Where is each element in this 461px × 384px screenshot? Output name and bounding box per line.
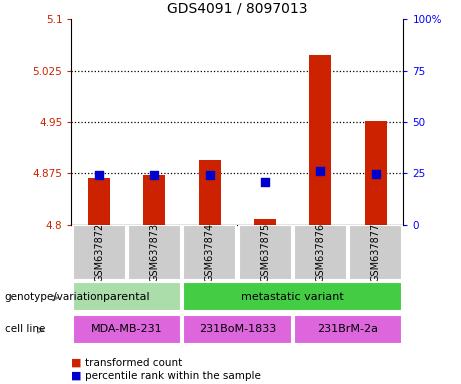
Text: GSM637877: GSM637877 [371, 223, 381, 282]
Text: genotype/variation: genotype/variation [5, 292, 104, 302]
Bar [183, 225, 236, 280]
Bar [309, 55, 331, 225]
Text: ■: ■ [71, 358, 82, 368]
Bar [294, 314, 402, 344]
Point [206, 172, 213, 179]
Text: metastatic variant: metastatic variant [242, 291, 344, 302]
Text: GSM637872: GSM637872 [94, 223, 104, 282]
Text: parental: parental [103, 291, 150, 302]
Title: GDS4091 / 8097013: GDS4091 / 8097013 [167, 1, 307, 15]
Point [317, 168, 324, 174]
Text: 231BrM-2a: 231BrM-2a [318, 324, 378, 334]
Bar [72, 225, 126, 280]
Text: GSM637874: GSM637874 [205, 223, 215, 282]
Bar [72, 282, 181, 311]
Text: transformed count: transformed count [85, 358, 183, 368]
Text: 231BoM-1833: 231BoM-1833 [199, 324, 276, 334]
Bar [254, 219, 276, 225]
Text: ■: ■ [71, 371, 82, 381]
Point [261, 179, 269, 185]
Text: percentile rank within the sample: percentile rank within the sample [85, 371, 261, 381]
Bar [72, 314, 181, 344]
Bar [143, 175, 165, 225]
Bar [88, 178, 110, 225]
Text: GSM637876: GSM637876 [315, 223, 325, 282]
Bar [238, 225, 292, 280]
Point [95, 172, 103, 179]
Bar [199, 160, 221, 225]
Bar [294, 225, 347, 280]
Bar [183, 314, 292, 344]
Bar [365, 121, 387, 225]
Bar [183, 282, 402, 311]
Bar [349, 225, 402, 280]
Point [151, 172, 158, 179]
Text: MDA-MB-231: MDA-MB-231 [91, 324, 163, 334]
Text: cell line: cell line [5, 324, 45, 334]
Point [372, 171, 379, 177]
Text: GSM637875: GSM637875 [260, 223, 270, 282]
Text: GSM637873: GSM637873 [149, 223, 160, 282]
Bar [128, 225, 181, 280]
